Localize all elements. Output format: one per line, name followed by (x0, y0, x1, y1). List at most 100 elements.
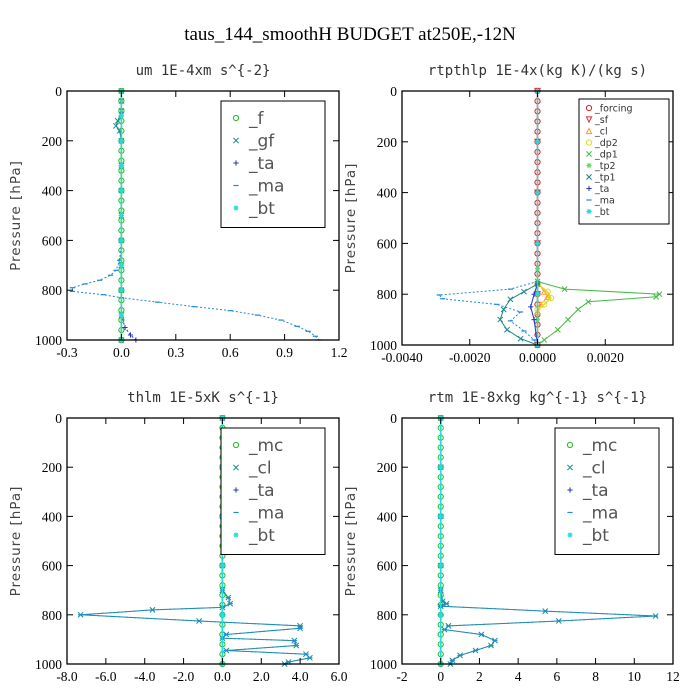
legend-marker (567, 487, 573, 493)
legend-marker (567, 532, 573, 538)
x-tick-label: 0.9 (276, 345, 293, 360)
data-point (438, 464, 444, 470)
legend-label: _cl (582, 459, 606, 479)
y-tick-label: 1000 (35, 333, 62, 348)
legend-marker (233, 160, 239, 166)
x-tick-label: 2.0 (253, 669, 270, 684)
x-tick-label: 6 (553, 669, 560, 684)
series-line-tp1 (499, 283, 538, 346)
series-group (436, 87, 663, 349)
data-point (534, 190, 541, 196)
data-point (585, 298, 592, 305)
y-tick-label: 400 (377, 186, 398, 201)
y-axis-label: Pressure [hPa] (8, 486, 24, 597)
y-tick-label: 800 (42, 608, 63, 623)
legend-label: _ma (248, 504, 284, 524)
y-tick-label: 0 (55, 84, 62, 99)
data-point (534, 240, 541, 246)
data-point (127, 332, 134, 338)
y-tick-label: 200 (42, 460, 63, 475)
legend-marker (233, 205, 239, 211)
x-tick-label: 10 (628, 669, 642, 684)
data-point (122, 324, 128, 331)
x-tick-label: 0.0020 (587, 350, 624, 365)
data-point (507, 296, 514, 303)
data-point (497, 316, 504, 323)
y-tick-label: 200 (42, 134, 63, 149)
y-axis-label: Pressure [hPa] (8, 160, 24, 271)
y-tick-label: 800 (377, 608, 398, 623)
y-tick-label: 800 (377, 287, 398, 302)
data-point (118, 113, 124, 119)
legend-label: _bt (248, 199, 275, 219)
legend: _mc _cl_ta _ma_bt (554, 427, 660, 555)
y-tick-label: 600 (377, 236, 398, 251)
legend-marker (585, 104, 593, 112)
y-axis-label: Pressure [hPa] (343, 163, 359, 274)
data-point (438, 513, 444, 519)
data-point (517, 335, 524, 342)
x-tick-label: 6.0 (331, 669, 348, 684)
data-point (540, 287, 548, 295)
y-tick-label: 1000 (35, 657, 62, 672)
y-tick-label: 1000 (370, 657, 397, 672)
x-tick-label: 1.2 (331, 345, 348, 360)
x-tick-label: -0.0020 (449, 350, 491, 365)
legend-label: _ta (248, 154, 275, 174)
axes-frame (66, 90, 340, 341)
legend-marker (233, 137, 239, 144)
series-line-ma (438, 281, 538, 346)
legend-marker (585, 116, 593, 124)
data-point (534, 291, 541, 297)
data-point (114, 117, 121, 124)
data-point (118, 237, 124, 243)
legend-label: _sf (594, 115, 609, 126)
data-point (653, 293, 660, 300)
x-tick-label: -2.0 (173, 669, 195, 684)
legend-marker (567, 464, 573, 471)
legend: _forcing_sf_cl_dp2_dp1_tp2_tp1_ta_ma_bt (578, 98, 670, 225)
panel-2: rtpthlp 1E-4x(kg K)/(kg s) Pressure [hPa]… (343, 63, 674, 365)
legend: _mc _cl_ta _ma_bt (220, 427, 326, 555)
axes-frame (401, 417, 674, 665)
data-point (113, 122, 119, 129)
legend-marker (585, 139, 593, 146)
data-point (118, 287, 124, 293)
legend-label: _bt (248, 526, 275, 546)
data-point (219, 563, 226, 569)
data-point (118, 312, 124, 318)
x-tick-label: 2 (476, 669, 483, 684)
x-tick-label: 8 (592, 669, 599, 684)
legend-label: _cl (248, 459, 272, 479)
legend-label: _cl (594, 127, 608, 138)
legend-label: _ma (582, 504, 618, 524)
data-point (504, 326, 510, 333)
legend-label: _dp2 (594, 138, 618, 149)
panel-title: thlm 1E-5xK s^{-1} (127, 390, 279, 406)
data-point (520, 288, 527, 295)
y-axis-label: Pressure [hPa] (343, 486, 359, 597)
data-point (547, 294, 555, 302)
x-tick-label: 12 (666, 669, 680, 684)
x-tick-label: -2 (396, 669, 407, 684)
data-point (438, 612, 444, 618)
data-point (554, 326, 561, 333)
legend-label: _dp1 (594, 150, 618, 161)
legend-label: _mc (582, 436, 617, 456)
legend-label: _gf (248, 132, 275, 152)
panel-title: um 1E-4xm s^{-2} (136, 63, 271, 79)
y-tick-label: 600 (42, 559, 63, 574)
legend-label: _mc (248, 436, 283, 456)
data-point (118, 188, 124, 194)
data-point (544, 288, 551, 295)
y-tick-label: 200 (377, 135, 398, 150)
legend-label: _tp2 (594, 161, 616, 172)
data-point (565, 316, 571, 323)
legend-marker (586, 208, 592, 215)
panel-1: um 1E-4xm s^{-2} Pressure [hPa] -0.3 0.0 0.3… (8, 63, 347, 360)
y-tick-label: 800 (42, 283, 63, 298)
legend-label: _bt (594, 207, 610, 218)
x-tick-label: 4 (515, 669, 522, 684)
panel-4: rtm 1E-8xkg kg^{-1} s^{-1} Pressure [hPa]… (343, 390, 680, 684)
